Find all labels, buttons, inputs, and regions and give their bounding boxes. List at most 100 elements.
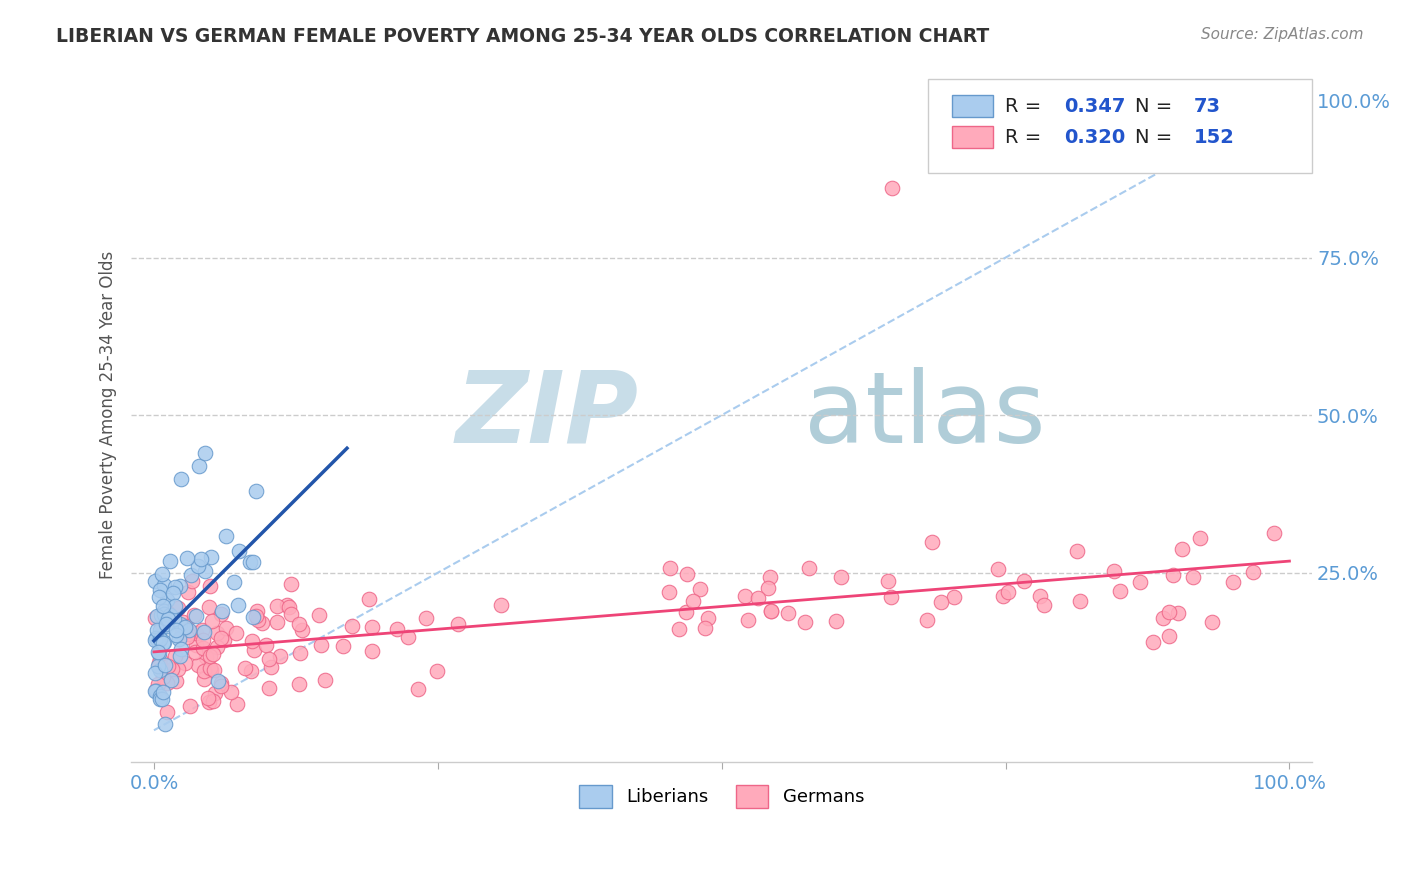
Point <box>145 683 167 698</box>
Point <box>186 608 208 623</box>
Point <box>149 582 172 597</box>
Point <box>176 550 198 565</box>
Point <box>797 561 820 575</box>
Text: LIBERIAN VS GERMAN FEMALE POVERTY AMONG 25-34 YEAR OLDS CORRELATION CHART: LIBERIAN VS GERMAN FEMALE POVERTY AMONG … <box>56 27 990 45</box>
Point <box>160 673 183 687</box>
Point <box>172 621 194 635</box>
Point <box>183 607 205 622</box>
Point <box>360 643 382 657</box>
Point <box>830 570 852 584</box>
Point <box>269 649 291 664</box>
Point <box>1012 574 1035 589</box>
Point <box>177 623 200 637</box>
Point <box>1066 543 1088 558</box>
Point <box>148 656 170 670</box>
Point <box>156 619 179 633</box>
Point <box>987 562 1010 576</box>
Point <box>156 605 179 619</box>
Point <box>880 591 903 605</box>
Point <box>991 589 1014 603</box>
Point <box>668 622 690 636</box>
Point <box>212 632 235 647</box>
Point <box>173 620 195 634</box>
FancyBboxPatch shape <box>928 78 1312 172</box>
Point <box>195 650 218 665</box>
Point <box>1189 532 1212 546</box>
Point <box>1181 570 1204 584</box>
Point <box>143 683 166 698</box>
Point <box>152 636 174 650</box>
Point <box>215 621 238 635</box>
Point <box>235 661 257 675</box>
FancyBboxPatch shape <box>952 126 993 148</box>
Text: 73: 73 <box>1194 97 1220 116</box>
Point <box>278 600 301 615</box>
Point <box>239 555 262 569</box>
Point <box>194 564 217 578</box>
Point <box>290 646 312 660</box>
Point <box>929 595 952 609</box>
Point <box>166 662 188 676</box>
Point <box>152 634 174 648</box>
Point <box>332 639 354 653</box>
Point <box>1263 526 1285 541</box>
Point <box>1159 605 1181 619</box>
Point <box>205 625 228 640</box>
Point <box>197 599 219 614</box>
Point <box>201 647 224 661</box>
Point <box>163 648 186 663</box>
Point <box>359 591 381 606</box>
Point <box>242 555 264 569</box>
Point <box>1028 589 1050 603</box>
Point <box>200 549 222 564</box>
Point <box>197 690 219 705</box>
Point <box>280 577 302 591</box>
Point <box>215 529 238 543</box>
Point <box>689 582 711 597</box>
Point <box>693 621 716 635</box>
Point <box>201 694 224 708</box>
Point <box>778 607 800 621</box>
Point <box>167 601 190 615</box>
Point <box>176 627 198 641</box>
Point <box>165 673 187 688</box>
Point <box>759 569 782 583</box>
Point <box>226 698 249 712</box>
Point <box>1033 599 1056 613</box>
Point <box>1142 634 1164 648</box>
Point <box>198 579 221 593</box>
Point <box>825 615 848 629</box>
Point <box>280 607 302 622</box>
Point <box>165 623 187 637</box>
Point <box>149 624 172 638</box>
Point <box>156 705 179 719</box>
Point <box>143 666 166 681</box>
Point <box>148 644 170 658</box>
Point <box>877 574 900 588</box>
Point <box>181 574 204 588</box>
FancyBboxPatch shape <box>952 95 993 117</box>
Point <box>169 642 191 657</box>
Point <box>148 646 170 660</box>
Point <box>149 607 172 622</box>
Point <box>177 585 200 599</box>
Point <box>188 458 211 473</box>
Point <box>163 599 186 613</box>
Point <box>259 681 281 695</box>
Point <box>152 566 174 581</box>
Legend: Liberians, Germans: Liberians, Germans <box>572 778 872 815</box>
Point <box>156 592 179 607</box>
Point <box>1159 629 1181 643</box>
Y-axis label: Female Poverty Among 25-34 Year Olds: Female Poverty Among 25-34 Year Olds <box>100 251 117 579</box>
Point <box>205 640 228 654</box>
Point <box>659 561 682 575</box>
Point <box>675 605 697 619</box>
Point <box>266 599 288 613</box>
Point <box>193 664 215 678</box>
Point <box>148 658 170 673</box>
Point <box>169 648 191 663</box>
Point <box>489 598 512 612</box>
Point <box>143 633 166 648</box>
Point <box>917 613 939 627</box>
Point <box>146 608 169 623</box>
